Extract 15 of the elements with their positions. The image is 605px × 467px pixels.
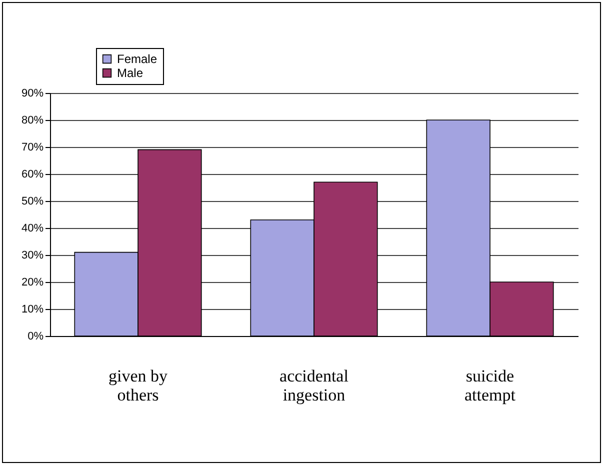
- y-tick-label: 70%: [21, 142, 44, 154]
- y-tick-label: 40%: [21, 222, 44, 234]
- x-tick-label: given by others: [108, 366, 168, 404]
- y-tick-label: 80%: [21, 114, 44, 126]
- y-tick-label: 60%: [21, 168, 44, 180]
- y-tick-label: 30%: [21, 250, 44, 262]
- y-tick-label: 20%: [21, 276, 44, 288]
- y-tick-label: 10%: [21, 304, 44, 316]
- y-tick-label: 50%: [21, 196, 44, 208]
- legend-label: Female: [117, 52, 158, 66]
- x-tick-label: accidental ingestion: [280, 366, 349, 404]
- x-tick-label: suicide attempt: [464, 366, 516, 404]
- y-tick-label: 90%: [21, 88, 44, 100]
- y-tick-label: 0%: [28, 330, 44, 342]
- legend-label: Male: [117, 66, 144, 80]
